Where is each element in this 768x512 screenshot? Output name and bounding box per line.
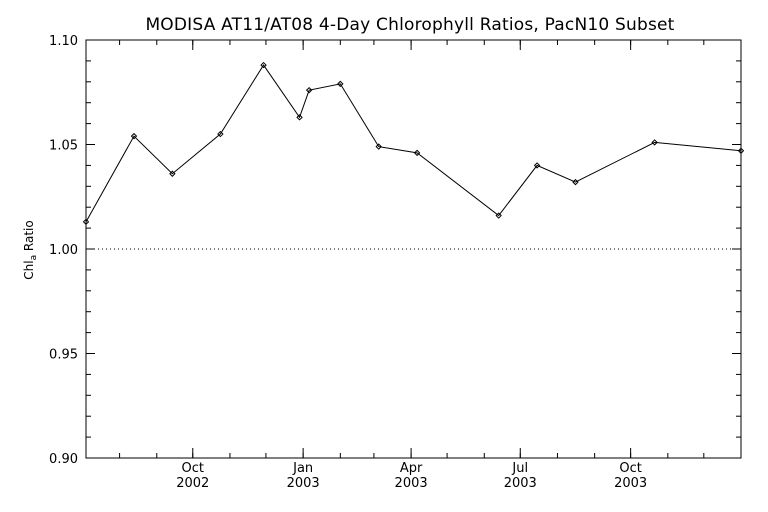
- data-point: [737, 147, 745, 154]
- x-tick-label-month: Oct: [182, 461, 204, 476]
- data-point: [296, 114, 303, 121]
- data-point: [217, 130, 224, 138]
- x-tick-label-year: 2003: [395, 476, 428, 491]
- y-tick-label: 0.90: [49, 452, 78, 467]
- x-tick-label-month: Jul: [511, 461, 528, 476]
- y-axis-label-subscript: a: [29, 255, 39, 261]
- data-point: [82, 218, 90, 226]
- y-tick-label: 1.00: [49, 243, 78, 258]
- x-tick-label-year: 2003: [614, 476, 647, 491]
- x-tick-label-month: Oct: [619, 461, 641, 476]
- y-tick-label: 1.10: [49, 34, 78, 49]
- x-tick-label-year: 2002: [176, 476, 209, 491]
- data-point: [375, 143, 382, 150]
- x-tick-label-year: 2003: [504, 476, 537, 491]
- y-axis-label-main: Chl: [22, 260, 36, 279]
- chart-title: MODISA AT11/AT08 4-Day Chlorophyll Ratio…: [145, 15, 674, 35]
- data-point: [305, 86, 313, 94]
- data-point: [495, 212, 502, 219]
- series-line: [85, 64, 742, 223]
- x-tick-label-month: Jan: [292, 461, 313, 476]
- data-point: [260, 61, 267, 69]
- data-point: [533, 162, 541, 169]
- plot-frame: [85, 39, 742, 459]
- x-tick-label-year: 2003: [287, 476, 320, 491]
- x-tick-label-month: Apr: [400, 461, 423, 476]
- data-point: [337, 80, 344, 88]
- y-tick-label: 1.05: [49, 139, 78, 154]
- data-point: [130, 132, 138, 140]
- data-point: [169, 170, 176, 177]
- data-point: [572, 178, 579, 186]
- y-tick-label: 0.95: [49, 348, 78, 363]
- y-axis-label: Chla Ratio: [22, 220, 39, 279]
- data-point: [651, 139, 658, 146]
- data-point: [413, 149, 421, 157]
- y-axis-label-rest: Ratio: [22, 220, 36, 255]
